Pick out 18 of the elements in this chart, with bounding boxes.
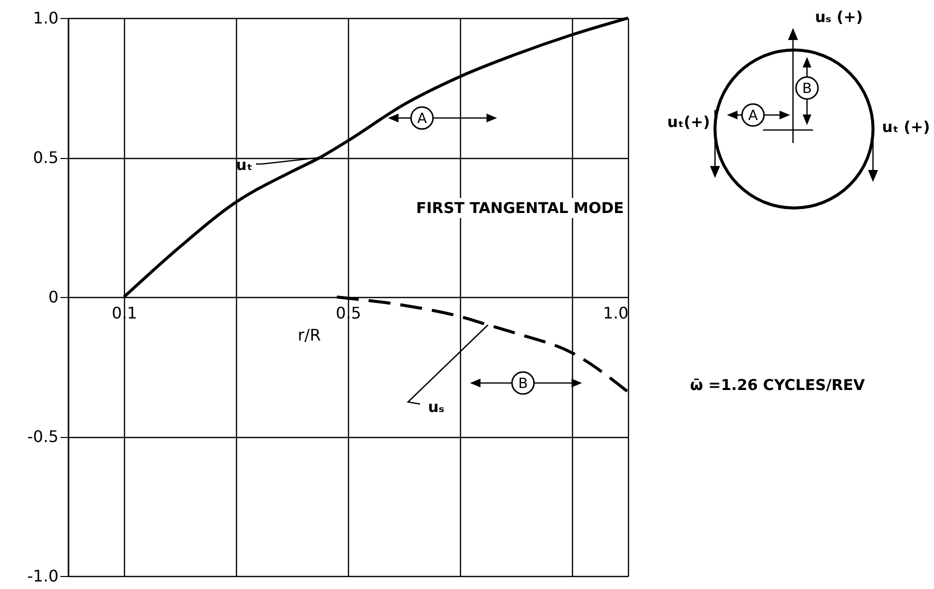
y-tick-label: 0 (48, 288, 58, 306)
y-tick-label: -1.0 (27, 566, 58, 586)
x-axis-title: r/R (298, 326, 321, 344)
legend-label: uₜ (236, 156, 252, 174)
y-tick-label: 1.0 (33, 8, 58, 28)
annotation: B (518, 376, 528, 392)
annotation: FIRST TANGENTAL MODE (416, 199, 624, 217)
y-tick-label: 0.5 (33, 148, 58, 167)
text: uₜ (+) (882, 118, 930, 136)
annotation: A (417, 111, 428, 127)
text: ω̄ =1.26 CYCLES/REV (690, 376, 866, 394)
text: A (748, 108, 758, 124)
text: uₛ (428, 398, 445, 416)
text: uₛ (+) (815, 8, 863, 26)
y-tick-label: -0.5 (27, 427, 58, 446)
text: B (802, 81, 812, 97)
text: uₜ(+) (667, 113, 710, 131)
x-tick-label: 1.0 (603, 304, 628, 322)
